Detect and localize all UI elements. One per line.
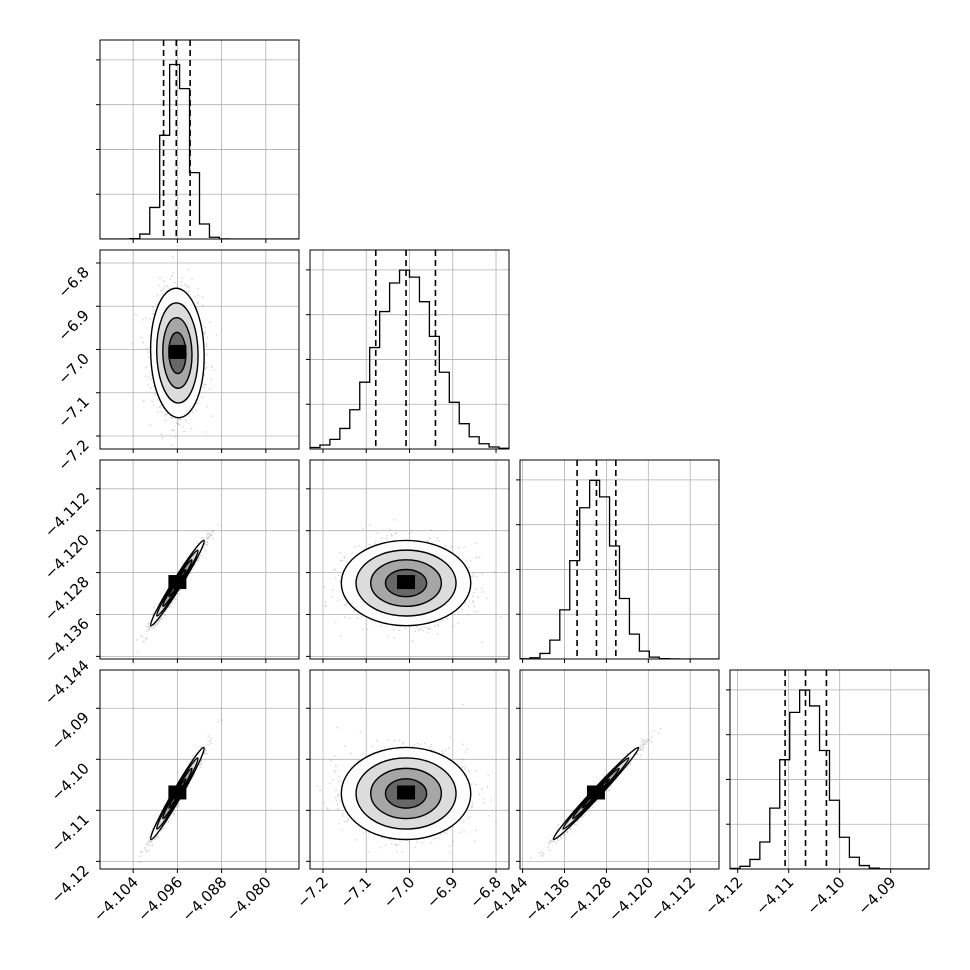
panel-frame <box>729 669 930 870</box>
density-peak <box>397 575 416 590</box>
y-tick-label: −4.128 <box>41 573 93 625</box>
panel-content <box>136 524 219 654</box>
y-tick-label: −6.9 <box>54 306 92 344</box>
y-tick-label: −4.12 <box>48 861 93 906</box>
panel-2-1 <box>306 459 510 663</box>
histogram-0 <box>100 63 299 239</box>
x-tick-label: −6.9 <box>423 873 461 911</box>
panel-frame <box>99 459 300 660</box>
x-tick-label: −4.12 <box>701 873 746 918</box>
panel-3-3 <box>726 669 930 873</box>
y-tick-label: −7.0 <box>54 350 92 388</box>
panel-0-0 <box>96 39 300 243</box>
panel-content <box>139 719 223 863</box>
x-tick-label: −4.080 <box>223 873 275 925</box>
panel-content <box>131 256 218 446</box>
x-tick-label: −4.120 <box>605 873 657 925</box>
y-tick-label: −7.1 <box>54 393 92 431</box>
panel-3-1 <box>306 669 510 873</box>
y-tick-label: −4.136 <box>41 615 93 667</box>
panel-content <box>520 460 719 659</box>
panel-1-1 <box>306 249 510 453</box>
panel-content <box>310 250 509 449</box>
panel-content <box>530 728 662 859</box>
panel-2-0 <box>96 459 300 663</box>
density-peak <box>586 785 605 800</box>
panel-content <box>323 519 502 643</box>
x-tick-label: −4.11 <box>752 873 797 918</box>
panel-3-0 <box>96 669 300 873</box>
y-tick-label: −7.2 <box>54 436 92 474</box>
panel-3-2 <box>516 669 720 873</box>
x-tick-label: −4.096 <box>134 873 186 925</box>
y-tick-label: −4.11 <box>48 810 93 855</box>
panel-frame <box>99 669 300 870</box>
x-tick-label: −4.10 <box>803 873 848 918</box>
y-tick-label: −6.8 <box>54 263 92 301</box>
x-tick-label: −4.09 <box>854 873 899 918</box>
histogram-1 <box>310 269 509 449</box>
x-tick-label: −4.104 <box>90 873 142 925</box>
y-tick-label: −4.10 <box>48 759 93 804</box>
y-tick-label: −4.112 <box>41 489 93 541</box>
panel-frame <box>519 669 720 870</box>
x-tick-label: −7.0 <box>380 873 418 911</box>
panel-frame <box>99 39 300 240</box>
x-tick-label: −7.2 <box>293 873 331 911</box>
x-tick-label: −4.088 <box>178 873 230 925</box>
y-tick-label: −4.120 <box>41 531 93 583</box>
panel-2-2 <box>516 459 720 663</box>
density-peak <box>168 344 187 359</box>
panel-frame <box>519 459 720 660</box>
x-tick-label: −4.112 <box>647 873 699 925</box>
x-tick-label: −4.136 <box>521 873 573 925</box>
density-peak <box>168 785 187 800</box>
panel-content <box>730 670 929 869</box>
panel-content <box>317 703 497 854</box>
y-tick-label: −4.144 <box>41 656 93 708</box>
y-tick-label: −4.09 <box>48 708 93 753</box>
density-peak <box>397 785 416 800</box>
x-tick-label: −4.128 <box>563 873 615 925</box>
x-tick-label: −7.1 <box>337 873 375 911</box>
density-peak <box>168 575 187 590</box>
panel-content <box>100 40 299 239</box>
panel-1-0 <box>96 249 300 453</box>
